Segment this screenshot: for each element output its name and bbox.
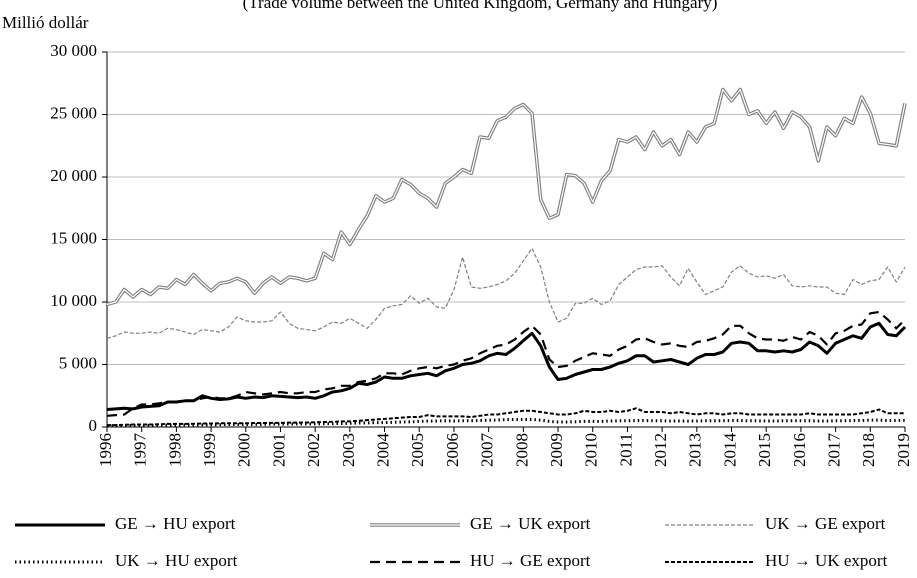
series-line [106,321,907,411]
y-tick-label: 5 000 [59,353,97,372]
x-tick-label: 1998 [165,433,184,467]
x-tick-label: 2012 [651,433,670,467]
x-tick-label: 2004 [373,433,392,468]
chart-subtitle: (Trade volume between the United Kingdom… [243,0,718,12]
x-tick-label: 2019 [894,433,913,467]
legend-label: GE → UK export [470,514,591,533]
series-line [106,247,906,339]
x-tick-label: 2017 [825,433,844,468]
legend-label: GE → HU export [115,514,236,533]
y-axis-label: Millió dollár [2,13,89,32]
series-line [106,418,906,428]
y-tick-label: 15 000 [50,228,97,247]
x-tick-label: 2002 [304,433,323,467]
y-tick-label: 25 000 [50,103,97,122]
legend-label: HU → UK export [765,551,888,570]
x-tick-label: 2003 [339,433,358,467]
x-tick-label: 2000 [235,433,254,467]
legend-label: UK → HU export [115,551,238,570]
x-tick-label: 1996 [96,433,115,467]
x-tick-label: 2014 [720,433,739,468]
x-tick-label: 2006 [443,433,462,467]
x-tick-label: 2015 [755,433,774,467]
series-line [107,407,905,427]
x-tick-label: 2010 [582,433,601,467]
x-tick-label: 2007 [478,433,497,468]
x-tick-label: 2001 [269,433,288,467]
x-tick-label: 2011 [616,433,635,466]
x-tick-label: 1999 [200,433,219,467]
x-tick-label: 2005 [408,433,427,467]
legend-label: UK → GE export [765,514,886,533]
x-tick-label: 2013 [686,433,705,467]
x-tick-label: 2018 [859,433,878,467]
y-tick-label: 30 000 [50,41,97,60]
series-line-inner [106,88,906,306]
legend-label: HU → GE export [470,551,591,570]
x-tick-label: 2008 [512,433,531,467]
x-tick-label: 2016 [790,433,809,467]
y-tick-label: 20 000 [50,166,97,185]
series-line [106,87,907,307]
x-tick-label: 2009 [547,433,566,467]
x-tick-label: 1997 [131,433,150,468]
y-tick-label: 10 000 [50,291,97,310]
series-line [106,310,906,417]
y-tick-label: 0 [89,416,98,435]
